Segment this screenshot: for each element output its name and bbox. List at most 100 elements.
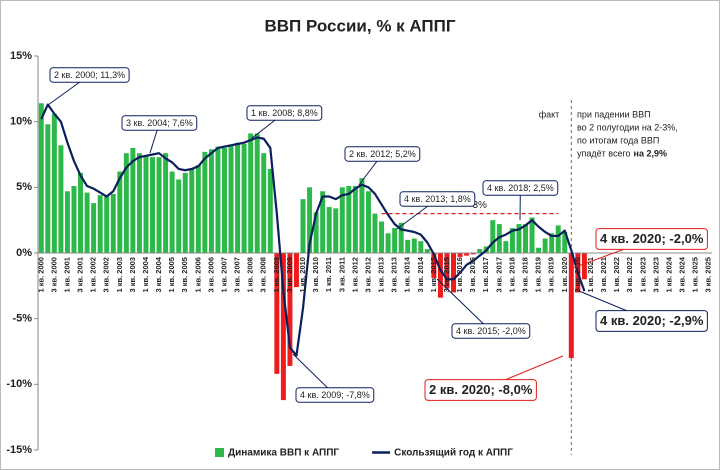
bar	[241, 143, 247, 253]
legend-label: Динамика ВВП к АППГ	[228, 448, 339, 459]
bar	[261, 153, 267, 253]
bar	[267, 168, 273, 253]
x-tick-label: 1 кв. 2019	[534, 257, 543, 292]
bar	[431, 253, 437, 278]
callout-box	[451, 323, 531, 339]
y-tick-label: 15%	[10, 50, 32, 62]
bar	[490, 220, 496, 253]
x-tick-label: 3 кв. 2007	[233, 257, 242, 292]
x-tick-label: 3 кв. 2002	[102, 257, 111, 292]
bar	[117, 171, 123, 253]
callout-text: 1 кв. 2008; 8,8%	[251, 108, 318, 118]
bar	[280, 253, 286, 401]
x-tick-label: 3 кв. 2015	[442, 257, 451, 292]
x-tick-label: 1 кв. 2004	[141, 256, 150, 292]
bar	[424, 249, 430, 253]
bar	[130, 147, 136, 253]
x-tick-label: 3 кв. 2022	[625, 257, 634, 292]
bar	[156, 157, 162, 253]
note-line: по итогам года ВВП	[577, 135, 659, 145]
note-bold: на 2,9%	[634, 148, 667, 158]
bar	[470, 253, 476, 255]
x-tick-label: 3 кв. 2010	[311, 257, 320, 292]
bar	[320, 191, 326, 253]
bar	[287, 253, 293, 366]
bar	[444, 253, 450, 289]
bar	[104, 196, 110, 253]
threshold-label: 3%	[472, 200, 487, 211]
x-tick-label: 3 кв. 2014	[416, 256, 425, 292]
x-tick-label: 1 кв. 2005	[167, 257, 176, 292]
fact-label: факт	[539, 109, 560, 119]
x-tick-label: 3 кв. 2019	[547, 257, 556, 292]
callout-text: 4 кв. 2018; 2,5%	[487, 183, 554, 193]
bar	[555, 225, 561, 253]
x-tick-label: 3 кв. 2016	[468, 257, 477, 292]
callout-text: 2 кв. 2000; 11,3%	[54, 70, 125, 80]
x-tick-label: 1 кв. 2010	[298, 257, 307, 292]
bar	[398, 222, 404, 253]
x-tick-label: 3 кв. 2018	[520, 257, 529, 292]
callout-box	[482, 180, 559, 196]
line	[40, 103, 586, 357]
x-tick-label: 1 кв. 2003	[115, 257, 124, 292]
note-line: во 2 полугодии на 2-3%,	[577, 122, 678, 132]
x-tick-label: 1 кв. 2012	[350, 257, 359, 292]
bar	[300, 199, 306, 253]
callout-box	[595, 310, 708, 332]
bar	[451, 253, 457, 293]
bar	[464, 253, 470, 256]
bar	[562, 231, 568, 253]
callout-box	[595, 228, 708, 250]
callout-box	[295, 387, 375, 403]
bar	[235, 142, 241, 253]
callout-text: 4 кв. 2015; -2,0%	[456, 326, 526, 336]
legend-label: Скользящий год к АППГ	[394, 448, 513, 459]
bar	[365, 191, 371, 253]
x-tick-label: 3 кв. 2024	[678, 256, 687, 292]
bar	[509, 228, 515, 253]
x-tick-label: 3 кв. 2017	[494, 257, 503, 292]
callout-pointer	[436, 278, 492, 332]
bar	[523, 224, 528, 253]
bar	[457, 253, 463, 257]
bar	[418, 241, 424, 253]
bar	[307, 187, 313, 253]
callout: 4 кв. 2009; -7,8%	[292, 353, 375, 403]
bar	[529, 217, 535, 253]
bar	[411, 238, 417, 253]
x-tick-label: 3 кв. 2005	[180, 257, 189, 292]
bar	[182, 172, 188, 253]
callout-text: 3 кв. 2004; 7,6%	[126, 118, 193, 128]
bar	[150, 157, 156, 253]
bar	[163, 153, 169, 253]
bar	[45, 124, 51, 253]
x-tick-label: 1 кв. 2000	[36, 257, 45, 292]
bar	[222, 147, 227, 253]
bar	[228, 145, 234, 253]
x-tick-label: 1 кв. 2020	[560, 257, 569, 292]
x-tick-label: 3 кв. 2023	[651, 257, 660, 292]
chart-title: ВВП России, % к АППГ	[264, 16, 455, 35]
callout-text: 4 кв. 2013; 1,8%	[404, 194, 471, 204]
x-tick-label: 1 кв. 2021	[586, 257, 595, 292]
bar	[208, 149, 214, 253]
x-tick-label: 1 кв. 2002	[89, 257, 98, 292]
bar	[359, 178, 365, 253]
bar	[333, 208, 339, 253]
bar	[542, 238, 548, 253]
bar	[84, 192, 90, 253]
callout: 2 кв. 2020; -8,0%	[424, 355, 564, 401]
x-tick-label: 1 кв. 2014	[403, 256, 412, 292]
bar	[143, 155, 149, 253]
bar	[110, 193, 116, 253]
bar	[195, 165, 201, 253]
callout: 4 кв. 2015; -2,0%	[436, 278, 531, 339]
bar	[169, 171, 175, 253]
x-tick-label: 3 кв. 2013	[390, 257, 399, 292]
bar	[516, 224, 522, 253]
bar	[568, 253, 574, 359]
x-tick-label: 3 кв. 2001	[76, 257, 85, 292]
callout-box	[49, 67, 130, 83]
